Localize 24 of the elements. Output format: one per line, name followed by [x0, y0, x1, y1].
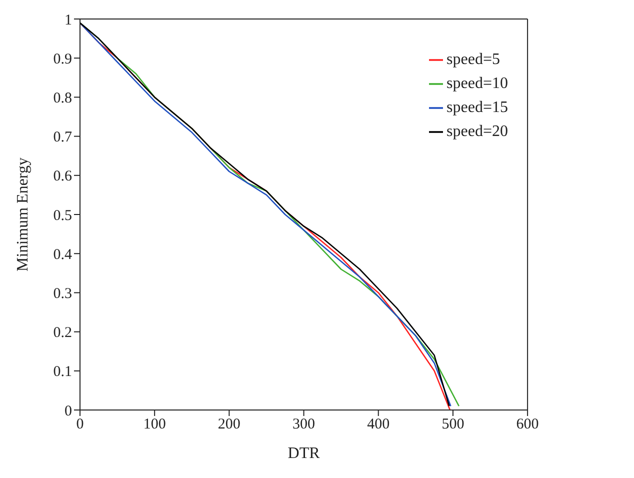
- y-tick-label: 0.4: [53, 246, 72, 263]
- y-tick-label: 0.1: [53, 364, 72, 380]
- legend-label: speed=5: [446, 51, 500, 68]
- legend-label: speed=15: [446, 99, 508, 116]
- x-tick-label: 600: [516, 416, 539, 433]
- x-tick-label: 0: [76, 416, 84, 433]
- y-tick-label: 0.6: [53, 168, 72, 185]
- y-tick-label: 0.9: [53, 51, 72, 68]
- y-tick-label: 0.5: [53, 208, 72, 224]
- y-tick-label: 0.7: [53, 130, 72, 146]
- x-tick-label: 400: [367, 416, 390, 433]
- y-tick-label: 0.3: [53, 286, 72, 302]
- x-axis-title: DTR: [288, 445, 320, 462]
- x-tick-label: 300: [292, 416, 316, 433]
- x-tick-label: 500: [442, 416, 464, 433]
- y-tick-label: 0.8: [53, 90, 72, 107]
- x-tick-label: 200: [218, 416, 240, 433]
- y-tick-label: 0: [64, 403, 72, 420]
- y-axis-title: Minimum Energy: [14, 158, 32, 272]
- x-tick-label: 100: [143, 416, 166, 433]
- legend-label: speed=10: [446, 75, 508, 92]
- y-tick-label: 1: [64, 12, 72, 28]
- y-tick-label: 0.2: [53, 325, 72, 342]
- legend-label: speed=20: [446, 123, 508, 140]
